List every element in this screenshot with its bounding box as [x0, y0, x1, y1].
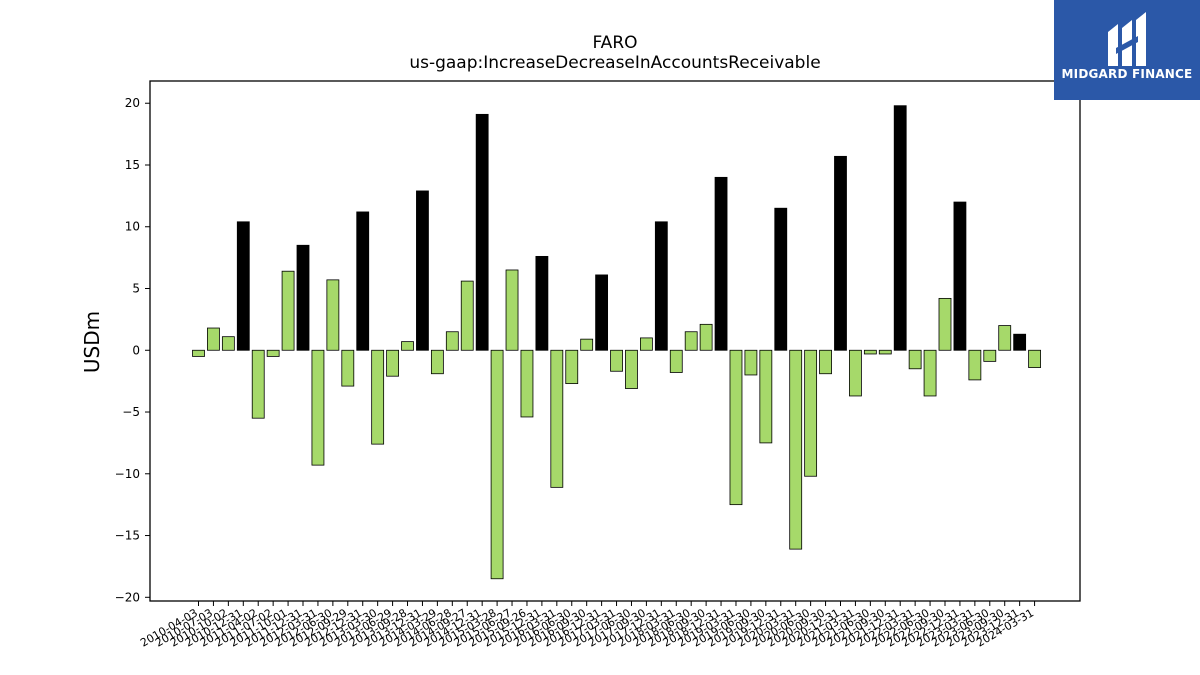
y-tick-label: −10: [115, 467, 140, 481]
bar-2020-06-30: [804, 349, 818, 477]
bar-2013-03-30: [371, 349, 385, 445]
bar-2014-03-29: [430, 349, 444, 375]
bar-2015-06-27: [505, 269, 519, 351]
bar-2022-09-30: [938, 297, 952, 351]
bar-2012-12-31: [356, 211, 370, 351]
bar-2010-04-03: [192, 349, 205, 357]
bar-2021-12-31: [893, 105, 907, 351]
bar-2010-07-03: [207, 327, 220, 351]
bar-2016-03-31: [550, 349, 564, 488]
y-axis-ticks: −20 −15 −10 −5 0 5 10 15 20: [115, 96, 150, 604]
y-tick-label: −20: [115, 590, 140, 604]
bar-2017-03-31: [610, 349, 623, 372]
bar-2016-09-30: [580, 338, 594, 351]
chart-subtitle: us-gaap:IncreaseDecreaseInAccountsReceiv…: [409, 53, 820, 73]
y-tick-label: 10: [125, 220, 140, 234]
y-tick-label: 5: [132, 282, 140, 296]
bar-2021-03-31: [849, 349, 862, 397]
bar-2013-09-28: [401, 341, 414, 351]
y-tick-label: 0: [132, 343, 140, 357]
bar-2015-03-28: [490, 349, 504, 580]
bar-2021-06-30: [863, 349, 877, 355]
bar-2017-06-30: [625, 349, 638, 389]
y-tick-label: 20: [125, 96, 140, 110]
chart-title: FARO: [592, 33, 637, 53]
logo-text: MIDGARD FINANCE: [1061, 67, 1193, 81]
bar-2011-07-02: [266, 349, 280, 357]
bar-2015-12-31: [535, 255, 549, 351]
bar-2017-09-30: [640, 337, 653, 351]
bar-2013-12-31: [416, 190, 429, 351]
y-tick-label: −15: [115, 529, 140, 543]
bar-2018-03-31: [669, 349, 683, 373]
y-axis-label: USDm: [80, 311, 104, 373]
y-tick-label: −5: [122, 405, 140, 419]
bar-2023-09-30: [998, 325, 1012, 351]
bar-2013-06-29: [386, 349, 399, 377]
bar-2017-12-31: [654, 221, 668, 351]
bar-2016-06-30: [565, 349, 579, 385]
bar-2020-03-31: [789, 349, 803, 550]
bar-2023-12-31: [1013, 333, 1027, 351]
bar-2014-12-31: [475, 113, 489, 351]
bar-2022-06-30: [923, 349, 937, 397]
bar-2010-10-02: [221, 336, 235, 351]
bar-2022-03-31: [908, 349, 922, 370]
bar-2010-12-31: [236, 221, 250, 351]
bar-2011-10-01: [281, 270, 295, 351]
midgard-finance-logo: MIDGARD FINANCE: [1054, 0, 1200, 100]
y-tick-label: 15: [125, 158, 140, 172]
bar-2018-12-31: [714, 176, 728, 351]
bar-2019-09-30: [759, 349, 773, 444]
plot-frame: [149, 80, 1081, 602]
bar-2018-09-30: [699, 323, 713, 351]
bar-2016-12-31: [595, 274, 609, 351]
bar-2019-03-31: [729, 349, 743, 506]
bar-2014-09-27: [460, 280, 474, 351]
bar-2023-06-30: [983, 349, 997, 362]
bar-2019-06-30: [744, 349, 758, 376]
midgard-logo-icon: [1108, 12, 1146, 66]
bar-2011-04-02: [251, 349, 265, 419]
bar-2012-06-30: [326, 279, 340, 351]
bar-series: [192, 105, 1041, 580]
bar-2020-12-31: [834, 155, 847, 351]
bar-2011-12-31: [296, 244, 310, 351]
bar-2014-06-28: [445, 331, 459, 351]
bar-2020-09-30: [819, 349, 832, 375]
x-axis-ticks: 2010-04-032010-07-032010-10-022010-12-31…: [138, 601, 1036, 650]
bar-2019-12-31: [774, 207, 788, 351]
bar-2015-09-26: [520, 349, 534, 418]
bar-2018-06-30: [684, 331, 698, 351]
bar-2022-12-31: [953, 201, 967, 351]
bar-2021-09-30: [878, 349, 892, 355]
bar-2024-03-31: [1028, 349, 1041, 368]
bar-2012-03-31: [311, 349, 325, 466]
bar-2012-09-29: [341, 349, 355, 387]
bar-2023-03-31: [968, 349, 982, 381]
